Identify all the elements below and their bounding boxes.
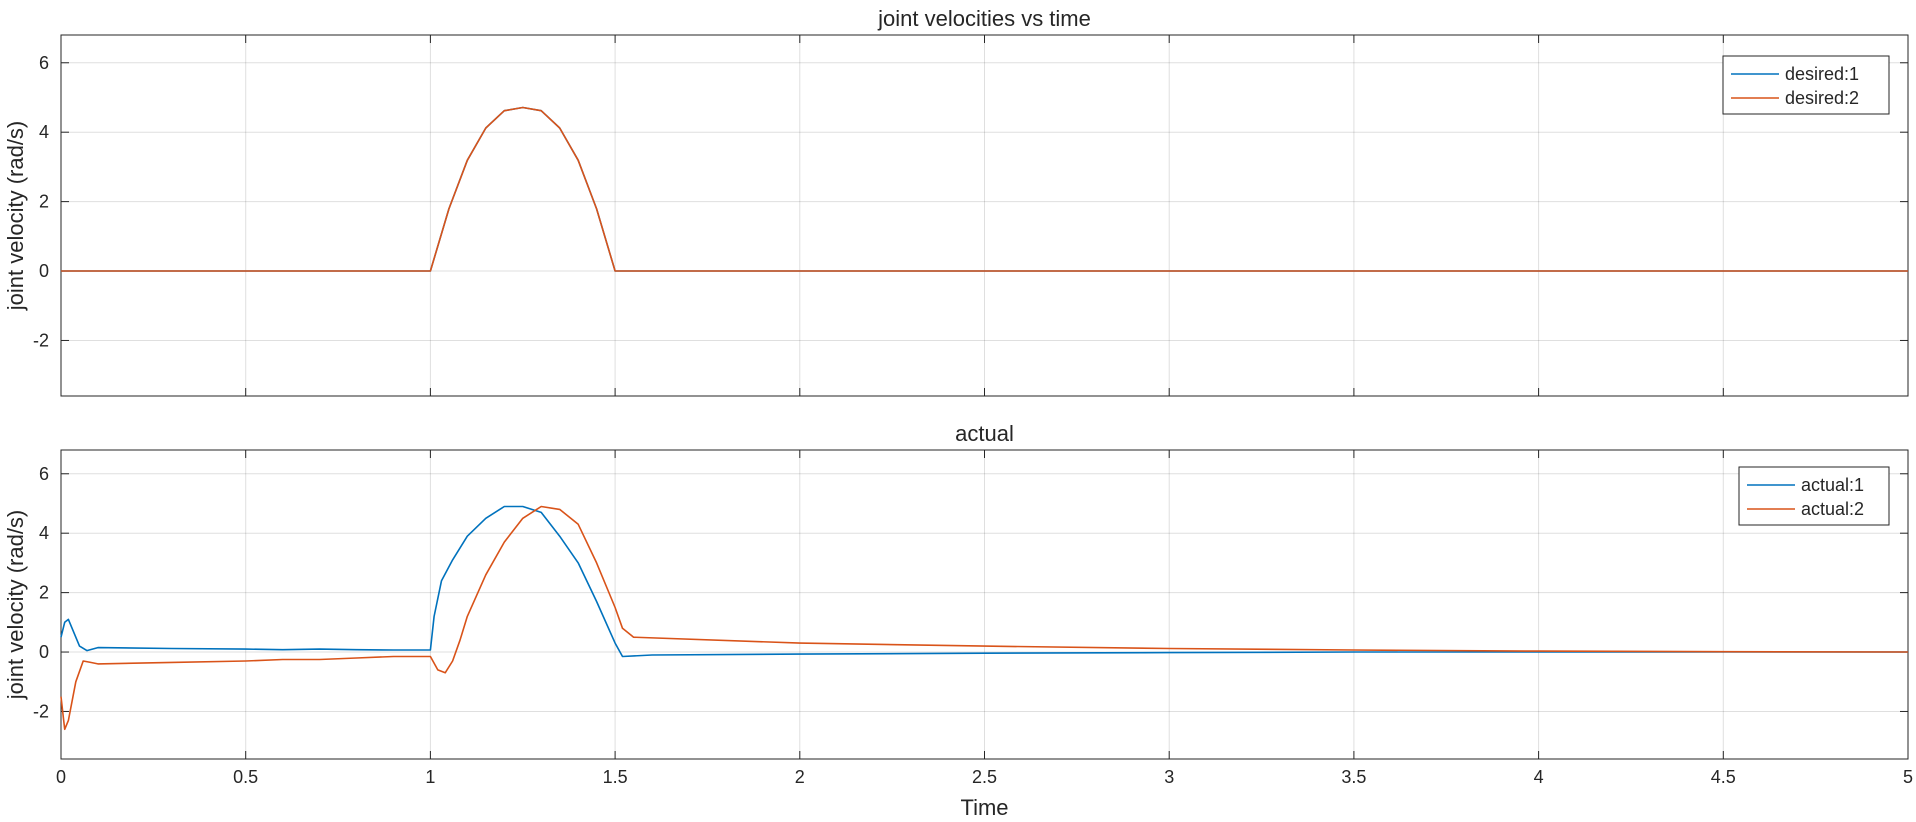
bottom-subplot: -2 0 2 4 6 0 0.5 1 1.5 2 2.5 3 3.5 4 4.5 5 actual joint v… — [3, 421, 1913, 820]
y-axis-label: joint velocity (rad/s) — [3, 121, 28, 312]
x-tick-label: 0.5 — [233, 767, 258, 787]
plot-area — [61, 35, 1908, 396]
plot-title: joint velocities vs time — [877, 6, 1091, 31]
y-tick-label: 4 — [39, 523, 49, 543]
x-tick-label: 2.5 — [972, 767, 997, 787]
y-tick-label: 0 — [39, 261, 49, 281]
x-tick-label: 3 — [1164, 767, 1174, 787]
x-tick-label: 2 — [795, 767, 805, 787]
x-tick-label: 3.5 — [1341, 767, 1366, 787]
legend-entry: desired:2 — [1785, 88, 1859, 108]
series-line-2 — [60, 505, 1909, 731]
legend-entry: actual:1 — [1801, 475, 1864, 495]
y-tick-label: 0 — [39, 642, 49, 662]
y-tick-label: 2 — [39, 192, 49, 212]
x-axis-label: Time — [960, 795, 1008, 820]
y-tick-label: 6 — [39, 53, 49, 73]
plot-title: actual — [955, 421, 1014, 446]
x-tick-label: 4 — [1534, 767, 1544, 787]
top-subplot: -2 0 2 4 6 joint velocities vs time joint velo… — [3, 6, 1909, 397]
y-tick-label: 4 — [39, 122, 49, 142]
legend-entry: actual:2 — [1801, 499, 1864, 519]
x-tick-label: 5 — [1903, 767, 1913, 787]
y-tick-label: -2 — [33, 330, 49, 350]
y-tick-label: 6 — [39, 464, 49, 484]
x-tick-label: 0 — [56, 767, 66, 787]
x-tick-label: 1.5 — [603, 767, 628, 787]
legend-box — [1722, 55, 1890, 115]
y-axis-label: joint velocity (rad/s) — [3, 510, 28, 701]
y-tick-label: 2 — [39, 583, 49, 603]
x-tick-label: 4.5 — [1711, 767, 1736, 787]
x-tick-label: 1 — [425, 767, 435, 787]
series-line-2 — [61, 106, 1908, 272]
legend-entry: desired:1 — [1785, 64, 1859, 84]
plot-area — [61, 450, 1908, 759]
legend-box — [1738, 466, 1890, 526]
series-line-1 — [60, 505, 1908, 658]
y-tick-label: -2 — [33, 701, 49, 721]
